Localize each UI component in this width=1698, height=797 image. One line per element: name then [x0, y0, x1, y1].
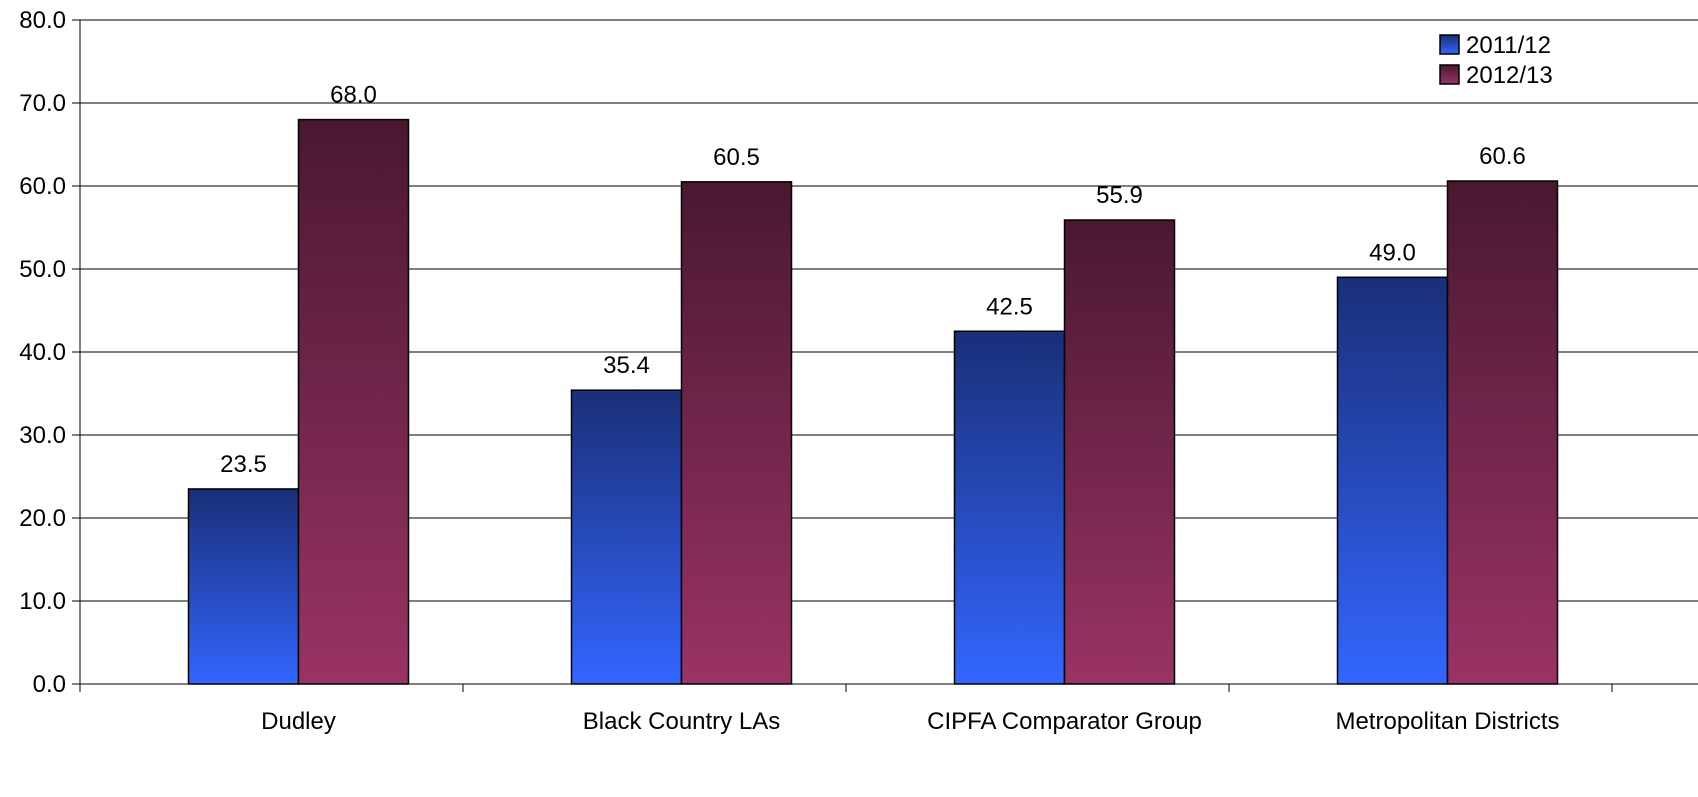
legend-swatch	[1439, 64, 1460, 85]
bar-2012-13-2	[1063, 219, 1176, 685]
y-tick-label: 20.0	[19, 505, 66, 532]
bar-2011-12-2	[953, 330, 1066, 685]
bars	[187, 118, 1559, 685]
x-category-label: Dudley	[261, 708, 336, 735]
y-tick-label: 0.0	[33, 671, 66, 698]
data-label: 55.9	[1096, 182, 1143, 209]
data-label: 23.5	[220, 451, 267, 478]
legend: 2011/12 2012/13	[1439, 32, 1553, 89]
bar-2011-12-1	[570, 389, 683, 685]
x-category-label: CIPFA Comparator Group	[927, 708, 1202, 735]
y-tick-label: 50.0	[19, 256, 66, 283]
data-label: 60.5	[713, 144, 760, 171]
x-category-label: Metropolitan Districts	[1335, 708, 1559, 735]
legend-swatch	[1439, 34, 1460, 55]
x-category-label: Black Country LAs	[583, 708, 780, 735]
bar-2011-12-0	[187, 488, 300, 685]
y-tick-label: 80.0	[19, 7, 66, 34]
bar-2012-13-0	[297, 118, 410, 685]
y-tick-label: 10.0	[19, 588, 66, 615]
y-tick-label: 70.0	[19, 90, 66, 117]
axes: 0.0 10.0 20.0 30.0 40.0 50.0 60.0 70.0 80.0 Dudle…	[19, 7, 1698, 735]
y-tick-label: 60.0	[19, 173, 66, 200]
legend-label: 2012/13	[1466, 62, 1553, 89]
bar-2012-13-3	[1446, 180, 1559, 685]
bar-2012-13-1	[680, 181, 793, 685]
data-label: 35.4	[603, 352, 650, 379]
legend-label: 2011/12	[1466, 32, 1551, 59]
data-label: 49.0	[1369, 239, 1416, 266]
data-label: 60.6	[1479, 143, 1526, 170]
y-tick-label: 40.0	[19, 339, 66, 366]
data-label: 42.5	[986, 293, 1033, 320]
bar-2011-12-3	[1336, 276, 1449, 685]
y-tick-label: 30.0	[19, 422, 66, 449]
data-label: 68.0	[330, 82, 377, 109]
data-labels: 23.5 68.0 35.4 60.5 42.5 55.9 49.0 60.6	[220, 82, 1526, 478]
